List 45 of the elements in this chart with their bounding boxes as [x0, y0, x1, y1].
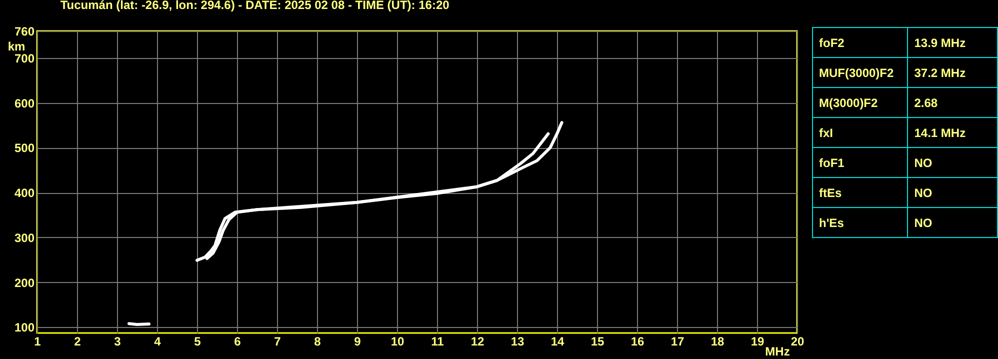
y-tick-label: 760 — [14, 24, 35, 38]
category-label: ftEs — [812, 178, 908, 208]
x-tick-label: 11 — [431, 334, 444, 348]
category-label: MUF(3000)F2 — [812, 58, 908, 88]
text: NO — [914, 216, 932, 230]
x-tick-label: 9 — [354, 334, 362, 348]
y-tick-label: 200 — [14, 276, 35, 290]
category-label: h'Es — [812, 208, 908, 238]
x-tick-label: 20 — [790, 334, 804, 348]
x-tick-label: 5 — [194, 334, 202, 348]
text: NO — [914, 156, 932, 170]
category-label: M(3000)F2 — [812, 88, 908, 118]
category-label: foF2 — [812, 28, 908, 58]
x-tick-label: 17 — [670, 334, 684, 348]
x-tick-label: 12 — [470, 334, 484, 348]
x-tick-label: 10 — [390, 334, 404, 348]
x-tick-label: 15 — [590, 334, 604, 348]
category-label: fxI — [812, 118, 908, 148]
y-tick-label: 400 — [14, 186, 35, 200]
x-tick-label: 3 — [114, 334, 122, 348]
x-tick-label: 7 — [274, 334, 282, 348]
x-tick-label: 1 — [34, 334, 42, 348]
text: 14.1 MHz — [914, 126, 966, 140]
x-tick-label: 6 — [234, 334, 242, 348]
x-tick-label: 18 — [710, 334, 724, 348]
category-label: foF1 — [812, 148, 908, 178]
text: 13.9 MHz — [914, 36, 966, 50]
chart-title: Tucumán (lat: -26.9, lon: 294.6) - DATE: 2025 02 08 - TIME (UT): 16:20 — [60, 0, 450, 12]
x-tick-label: 14 — [550, 334, 564, 348]
y-tick-label: 100 — [14, 320, 35, 335]
x-tick-label: 4 — [154, 334, 162, 348]
x-tick-label: 16 — [630, 334, 644, 348]
text: NO — [914, 186, 932, 200]
y-tick-label: 600 — [14, 96, 35, 110]
text: 2.68 — [914, 96, 938, 110]
x-axis-title: MHz — [765, 344, 790, 358]
x-tick-label: 19 — [750, 334, 764, 348]
x-tick-label: 8 — [314, 334, 322, 348]
y-axis-title: km — [8, 40, 26, 54]
x-tick-label: 2 — [74, 334, 82, 348]
y-tick-label: 700 — [14, 51, 35, 66]
y-tick-label: 500 — [14, 141, 35, 156]
x-tick-label: 13 — [510, 334, 524, 348]
text: 37.2 MHz — [914, 66, 966, 80]
y-tick-label: 300 — [14, 230, 35, 245]
